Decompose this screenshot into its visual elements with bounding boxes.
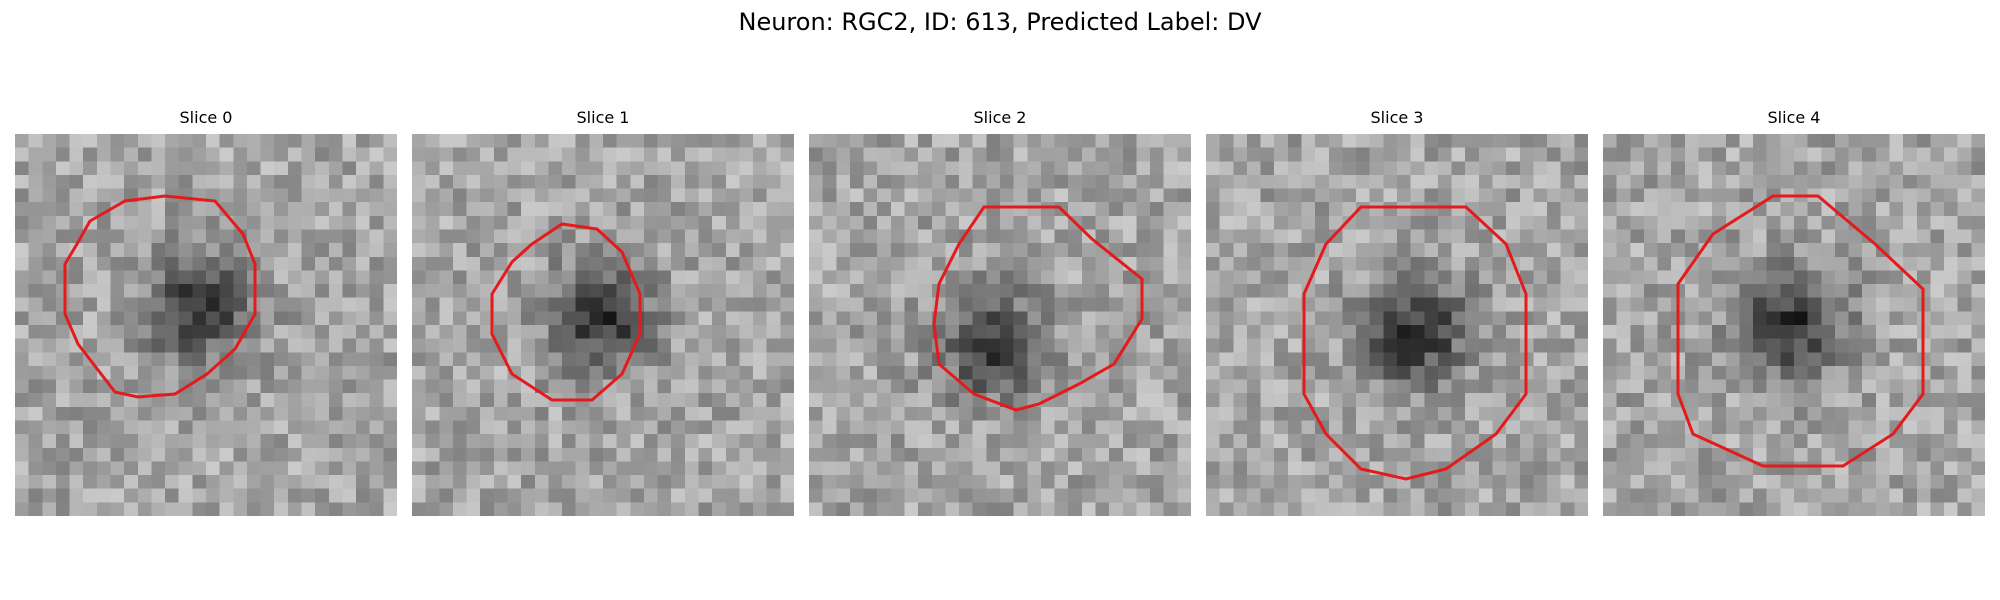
slice-title: Slice 2: [973, 108, 1027, 127]
slice-image: [1603, 134, 1985, 516]
cell-contour: [63, 194, 257, 399]
slice-title: Slice 3: [1370, 108, 1424, 127]
slice-panel-3: Slice 3: [1206, 108, 1588, 518]
cell-contour: [1302, 205, 1528, 481]
slice-panel-4: Slice 4: [1603, 108, 1985, 518]
slice-title: Slice 0: [179, 108, 233, 127]
slice-panel-1: Slice 1: [412, 108, 794, 518]
cell-contour: [490, 222, 642, 402]
slice-image: [809, 134, 1191, 516]
slice-panel-0: Slice 0: [15, 108, 397, 518]
slice-image: [412, 134, 794, 516]
cell-contour: [1676, 194, 1925, 468]
cell-contour: [932, 205, 1144, 412]
slice-image: [15, 134, 397, 516]
slice-panel-2: Slice 2: [809, 108, 1191, 518]
slice-title: Slice 4: [1767, 108, 1821, 127]
figure-title: Neuron: RGC2, ID: 613, Predicted Label: …: [738, 8, 1262, 36]
slice-image: [1206, 134, 1588, 516]
slice-title: Slice 1: [576, 108, 630, 127]
